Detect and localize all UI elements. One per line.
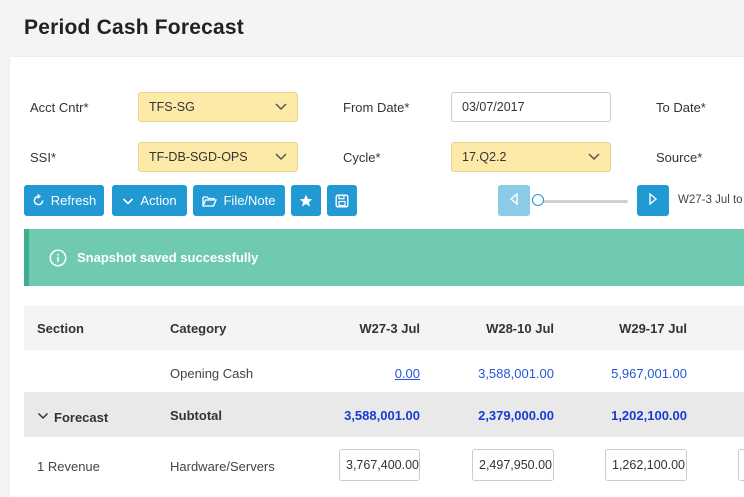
- acct-cntr-select[interactable]: TFS-SG: [138, 92, 298, 122]
- week-range-text: W27-3 Jul to: [678, 194, 743, 206]
- table-row: [24, 392, 744, 437]
- next-week-button[interactable]: [637, 185, 669, 216]
- caret-left-icon: [509, 192, 519, 210]
- forecast-expand-toggle[interactable]: Forecast: [37, 408, 108, 426]
- week-slider[interactable]: [532, 194, 628, 206]
- info-icon: [49, 249, 67, 267]
- save-button[interactable]: [327, 185, 357, 216]
- revenue-category-label: Hardware/Servers: [170, 459, 275, 474]
- folder-open-icon: [202, 195, 218, 207]
- refresh-button[interactable]: Refresh: [24, 185, 104, 216]
- page-title: Period Cash Forecast: [24, 16, 244, 39]
- column-header-category[interactable]: Category: [170, 321, 227, 336]
- forecast-subtotal-w28: 2,379,000.00: [478, 408, 554, 423]
- cycle-value: 17.Q2.2: [462, 150, 507, 164]
- forecast-section-label: Forecast: [54, 409, 109, 425]
- chevron-down-icon: [37, 408, 49, 426]
- chevron-down-icon: [587, 143, 601, 171]
- forecast-subtotal-w29: 1,202,100.00: [611, 408, 687, 423]
- caret-right-icon: [648, 192, 658, 210]
- acct-cntr-label: Acct Cntr*: [30, 100, 89, 115]
- opening-cash-w27-link[interactable]: 0.00: [394, 366, 420, 381]
- ssi-select[interactable]: TF-DB-SGD-OPS: [138, 142, 298, 172]
- revenue-w28-input[interactable]: 2,497,950.00: [472, 449, 554, 481]
- cycle-label: Cycle*: [343, 150, 381, 165]
- cycle-select[interactable]: 17.Q2.2: [451, 142, 611, 172]
- revenue-w30-input[interactable]: [738, 449, 744, 481]
- revenue-section-label: 1 Revenue: [37, 459, 100, 474]
- opening-cash-w28: 3,588,001.00: [478, 366, 554, 381]
- ssi-label: SSI*: [30, 150, 57, 165]
- source-label: Source*: [656, 150, 703, 165]
- forecast-subtotal-w27: 3,588,001.00: [344, 408, 420, 423]
- column-header-section[interactable]: Section: [37, 321, 84, 336]
- save-icon: [335, 194, 349, 208]
- chevron-down-icon: [122, 195, 134, 207]
- slider-handle[interactable]: [532, 194, 544, 206]
- action-label: Action: [140, 193, 177, 208]
- column-header-w27[interactable]: W27-3 Jul: [359, 321, 420, 336]
- from-date-label: From Date*: [343, 100, 410, 115]
- slider-track: [532, 200, 628, 203]
- table-header: [24, 306, 744, 350]
- acct-cntr-value: TFS-SG: [149, 100, 195, 114]
- revenue-w29-input[interactable]: 1,262,100.00: [605, 449, 687, 481]
- chevron-down-icon: [274, 143, 288, 171]
- action-button[interactable]: Action: [112, 185, 187, 216]
- file-note-label: File/Note: [223, 193, 276, 208]
- ssi-value: TF-DB-SGD-OPS: [149, 150, 248, 164]
- alert-message: Snapshot saved successfully: [77, 250, 259, 265]
- opening-cash-w29: 5,967,001.00: [611, 366, 687, 381]
- column-header-w28[interactable]: W28-10 Jul: [486, 321, 554, 336]
- revenue-w27-input[interactable]: 3,767,400.00: [339, 449, 420, 481]
- from-date-input[interactable]: 03/07/2017: [451, 92, 611, 122]
- column-header-w29[interactable]: W29-17 Jul: [619, 321, 687, 336]
- to-date-label: To Date*: [656, 100, 706, 115]
- file-note-button[interactable]: File/Note: [193, 185, 285, 216]
- subtotal-label: Subtotal: [170, 408, 222, 423]
- refresh-icon: [32, 194, 45, 207]
- star-icon: [299, 194, 313, 208]
- chevron-down-icon: [274, 93, 288, 121]
- previous-week-button[interactable]: [498, 185, 530, 216]
- success-alert: Snapshot saved successfully: [24, 229, 744, 286]
- opening-cash-label: Opening Cash: [170, 366, 254, 381]
- favorite-button[interactable]: [291, 185, 321, 216]
- refresh-label: Refresh: [50, 193, 97, 208]
